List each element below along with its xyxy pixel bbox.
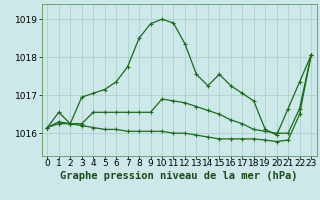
X-axis label: Graphe pression niveau de la mer (hPa): Graphe pression niveau de la mer (hPa) xyxy=(60,171,298,181)
